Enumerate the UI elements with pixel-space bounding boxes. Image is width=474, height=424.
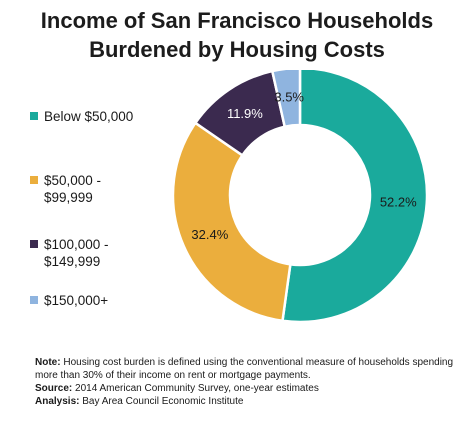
slice-label-150000-plus: 3.5%: [274, 90, 304, 105]
note-text: Housing cost burden is defined using the…: [35, 357, 454, 381]
slice-label-50000-99999: 32.4%: [191, 227, 228, 242]
donut-slice-150000-plus: [270, 66, 302, 129]
note-label: Note:: [35, 357, 61, 368]
slice-label-below-50000: 52.2%: [380, 194, 417, 209]
chart-title: Income of San Francisco Households Burde…: [0, 6, 474, 64]
legend-label-150000-plus: $150,000+: [44, 292, 164, 309]
legend-label-line: Below $50,000: [44, 109, 134, 124]
analysis-row: Analysis: Bay Area Council Economic Inst…: [35, 395, 465, 408]
note-row: Note: Housing cost burden is defined usi…: [35, 356, 465, 382]
legend-label-50000-99999: $50,000 - $99,999: [44, 172, 164, 206]
chart-title-line-1: Income of San Francisco Households: [40, 8, 434, 33]
legend-swatch-150000-plus: [30, 296, 38, 304]
analysis-label: Analysis:: [35, 396, 80, 407]
footnotes: Note: Housing cost burden is defined usi…: [35, 356, 465, 408]
legend-swatch-100000-149999: [30, 240, 38, 248]
chart-title-line-2: Burdened by Housing Costs: [89, 37, 385, 62]
legend-label-line: $100,000 -: [44, 237, 109, 252]
analysis-text: Bay Area Council Economic Institute: [82, 396, 244, 407]
legend-label-100000-149999: $100,000 - $149,999: [44, 236, 164, 270]
source-label: Source:: [35, 383, 73, 394]
donut-slice-50000-99999: [171, 121, 292, 323]
legend-label-below-50000: Below $50,000: [44, 108, 164, 125]
legend-swatch-50000-99999: [30, 176, 38, 184]
source-text: 2014 American Community Survey, one-year…: [75, 383, 319, 394]
donut-chart: 52.2% 32.4% 11.9% 3.5%: [171, 66, 429, 324]
legend-label-line: $99,999: [44, 190, 93, 205]
legend-label-line: $150,000+: [44, 293, 109, 308]
legend-label-line: $149,999: [44, 254, 101, 269]
donut-slice-below-50000: [281, 66, 429, 324]
donut-chart-area: 52.2% 32.4% 11.9% 3.5%: [160, 66, 470, 350]
source-row: Source: 2014 American Community Survey, …: [35, 382, 465, 395]
legend-swatch-below-50000: [30, 112, 38, 120]
slice-label-100000-149999: 11.9%: [227, 106, 263, 121]
legend-label-line: $50,000 -: [44, 173, 102, 188]
